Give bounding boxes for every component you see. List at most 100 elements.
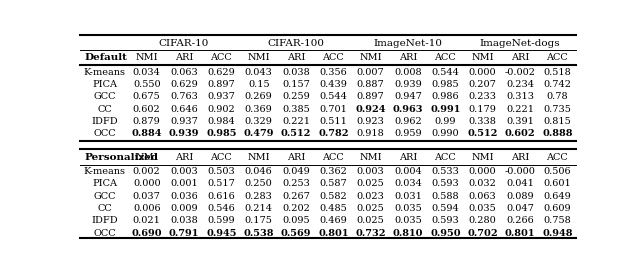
Text: ARI: ARI <box>511 153 529 161</box>
Text: 0.937: 0.937 <box>170 117 198 126</box>
Text: 0.006: 0.006 <box>133 204 161 213</box>
Text: 0.000: 0.000 <box>133 179 161 189</box>
Text: NMI: NMI <box>472 153 494 161</box>
Text: 0.034: 0.034 <box>394 179 422 189</box>
Text: 0.233: 0.233 <box>468 93 497 101</box>
Text: 0.047: 0.047 <box>506 204 534 213</box>
Text: 0.004: 0.004 <box>394 167 422 176</box>
Text: 0.902: 0.902 <box>207 105 236 114</box>
Text: 0.479: 0.479 <box>243 129 274 139</box>
Text: OCC: OCC <box>93 129 116 139</box>
Text: 0.035: 0.035 <box>469 204 497 213</box>
Text: GCC: GCC <box>93 192 116 201</box>
Text: 0.810: 0.810 <box>393 229 423 238</box>
Text: 0.259: 0.259 <box>282 93 310 101</box>
Text: ARI: ARI <box>399 153 417 161</box>
Text: 0.362: 0.362 <box>319 167 348 176</box>
Text: 0.959: 0.959 <box>394 129 422 139</box>
Text: 0.469: 0.469 <box>319 217 348 225</box>
Text: IDFD: IDFD <box>92 217 118 225</box>
Text: ARI: ARI <box>399 53 417 62</box>
Text: 0.985: 0.985 <box>206 129 237 139</box>
Text: 0.283: 0.283 <box>244 192 273 201</box>
Text: CC: CC <box>97 105 112 114</box>
Text: -0.000: -0.000 <box>504 167 536 176</box>
Text: CIFAR-10: CIFAR-10 <box>159 38 209 48</box>
Text: ACC: ACC <box>547 53 568 62</box>
Text: 0.763: 0.763 <box>170 93 198 101</box>
Text: 0.002: 0.002 <box>133 167 161 176</box>
Text: 0.512: 0.512 <box>467 129 498 139</box>
Text: 0.945: 0.945 <box>206 229 237 238</box>
Text: 0.214: 0.214 <box>244 204 273 213</box>
Text: 0.356: 0.356 <box>319 68 348 77</box>
Text: ACC: ACC <box>323 153 344 161</box>
Text: 0.253: 0.253 <box>282 179 310 189</box>
Text: 0.385: 0.385 <box>282 105 310 114</box>
Text: NMI: NMI <box>360 53 382 62</box>
Text: 0.569: 0.569 <box>281 229 311 238</box>
Text: 0.063: 0.063 <box>170 68 198 77</box>
Text: ACC: ACC <box>435 153 456 161</box>
Text: 0.095: 0.095 <box>282 217 310 225</box>
Text: 0.037: 0.037 <box>132 192 161 201</box>
Text: 0.550: 0.550 <box>133 80 161 89</box>
Text: 0.512: 0.512 <box>281 129 311 139</box>
Text: 0.675: 0.675 <box>133 93 161 101</box>
Text: Personalized: Personalized <box>84 153 159 161</box>
Text: 0.963: 0.963 <box>393 105 423 114</box>
Text: 0.025: 0.025 <box>357 217 385 225</box>
Text: 0.594: 0.594 <box>431 204 460 213</box>
Text: 0.266: 0.266 <box>506 217 534 225</box>
Text: 0.043: 0.043 <box>244 68 273 77</box>
Text: 0.041: 0.041 <box>506 179 534 189</box>
Text: NMI: NMI <box>136 153 158 161</box>
Text: 0.588: 0.588 <box>431 192 459 201</box>
Text: 0.007: 0.007 <box>357 68 385 77</box>
Text: NMI: NMI <box>248 53 270 62</box>
Text: 0.175: 0.175 <box>244 217 273 225</box>
Text: 0.897: 0.897 <box>357 93 385 101</box>
Text: 0.602: 0.602 <box>133 105 161 114</box>
Text: 0.815: 0.815 <box>543 117 572 126</box>
Text: ARI: ARI <box>287 53 305 62</box>
Text: 0.984: 0.984 <box>207 117 236 126</box>
Text: 0.221: 0.221 <box>506 105 534 114</box>
Text: 0.023: 0.023 <box>356 192 385 201</box>
Text: 0.338: 0.338 <box>468 117 497 126</box>
Text: 0.034: 0.034 <box>132 68 161 77</box>
Text: 0.947: 0.947 <box>394 93 422 101</box>
Text: 0.602: 0.602 <box>505 129 535 139</box>
Text: 0.008: 0.008 <box>394 68 422 77</box>
Text: 0.649: 0.649 <box>543 192 572 201</box>
Text: IDFD: IDFD <box>92 117 118 126</box>
Text: ACC: ACC <box>323 53 344 62</box>
Text: 0.544: 0.544 <box>319 93 348 101</box>
Text: 0.269: 0.269 <box>245 93 273 101</box>
Text: 0.991: 0.991 <box>430 105 461 114</box>
Text: 0.329: 0.329 <box>244 117 273 126</box>
Text: 0.78: 0.78 <box>547 93 568 101</box>
Text: 0.758: 0.758 <box>543 217 572 225</box>
Text: 0.544: 0.544 <box>431 68 460 77</box>
Text: 0.923: 0.923 <box>356 117 385 126</box>
Text: 0.049: 0.049 <box>282 167 310 176</box>
Text: 0.587: 0.587 <box>319 179 348 189</box>
Text: 0.038: 0.038 <box>282 68 310 77</box>
Text: NMI: NMI <box>472 53 494 62</box>
Text: PICA: PICA <box>92 179 117 189</box>
Text: 0.157: 0.157 <box>282 80 310 89</box>
Text: 0.742: 0.742 <box>543 80 572 89</box>
Text: 0.593: 0.593 <box>431 179 460 189</box>
Text: PICA: PICA <box>92 80 117 89</box>
Text: 0.369: 0.369 <box>245 105 273 114</box>
Text: 0.918: 0.918 <box>357 129 385 139</box>
Text: 0.939: 0.939 <box>169 129 199 139</box>
Text: 0.179: 0.179 <box>468 105 497 114</box>
Text: 0.546: 0.546 <box>207 204 236 213</box>
Text: ACC: ACC <box>211 53 232 62</box>
Text: 0.15: 0.15 <box>248 80 269 89</box>
Text: 0.046: 0.046 <box>245 167 273 176</box>
Text: 0.538: 0.538 <box>243 229 274 238</box>
Text: 0.732: 0.732 <box>355 229 386 238</box>
